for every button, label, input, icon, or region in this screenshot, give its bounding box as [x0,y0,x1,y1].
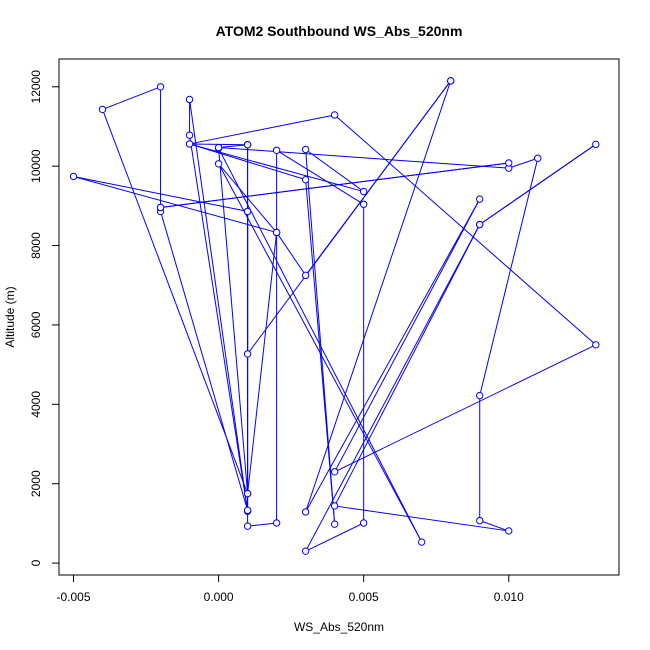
data-point [534,154,542,162]
x-axis: -0.005 0.000 0.005 0.010 [56,574,524,604]
series-line-segment [218,144,248,149]
series-line-segment [276,232,307,276]
data-point [272,228,281,237]
series-line-segment [73,176,277,233]
data-point [69,172,78,181]
series-line-segment [305,224,481,552]
data-point [476,391,484,400]
y-axis-label: Altitude (m) [3,286,17,347]
series-line-segment [305,522,364,552]
series-line-segment [479,158,539,396]
data-point [330,520,339,528]
series-line-segment [189,114,335,145]
series-line-segment [479,143,597,225]
data-point [505,527,513,535]
data-point [592,341,600,349]
data-point [185,140,194,148]
data-point [243,506,252,515]
series-line-segment [334,344,597,473]
data-point [359,187,368,196]
chart-title: ATOM2 Southbound WS_Abs_520nm [216,23,463,39]
series-line-segment [189,135,249,512]
data-point [359,519,368,527]
series-line-segment [276,149,364,205]
series-line-segment [189,99,249,512]
y-tick-label: 12000 [29,70,43,104]
data-point [243,141,252,149]
series-line-segment [305,179,336,525]
x-tick-label: 0.005 [349,590,379,604]
series-line-segment [479,520,509,532]
data-point [301,547,310,555]
data-point [447,77,455,85]
data-point [185,131,194,139]
y-tick-label: 0 [29,559,43,566]
series-line-segment [102,86,161,110]
series-line-segment [247,232,278,494]
series-line-segment [508,157,538,169]
x-tick-label: 0.010 [494,590,524,604]
data-point [185,95,194,104]
data-point [214,143,223,152]
series-line-segment [160,162,509,208]
y-tick-label: 4000 [29,391,43,418]
data-point [243,350,252,358]
y-tick-label: 2000 [29,470,43,497]
y-tick-label: 8000 [29,232,43,259]
series-line-segment [218,148,249,494]
data-point [359,200,368,208]
series-line-segment [334,505,509,532]
series-line-segment [334,114,597,346]
series-line-segment [218,147,509,169]
data-point [243,489,252,498]
data-point [505,159,513,167]
x-axis-label: WS_Abs_520nm [294,620,384,634]
data-point [272,519,281,527]
data-point [330,468,339,476]
data-point [272,146,281,154]
y-tick-label: 6000 [29,311,43,338]
data-point [214,160,223,168]
y-tick-label: 10000 [29,149,43,183]
series-line-segment [102,109,249,494]
data-point [98,105,107,114]
data-point [476,195,484,203]
series-line-segment [334,198,481,473]
series-line-segment [305,80,452,513]
data-point [301,508,310,516]
series-line-segment [305,149,364,192]
data-point [476,516,484,525]
data-point [301,145,310,154]
data-point [156,203,165,212]
series-points [69,77,600,555]
data-point [301,175,310,184]
series-line-segment [160,211,249,511]
data-point [156,83,165,91]
data-point [476,220,484,229]
x-tick-label: 0.000 [204,590,234,604]
series-line-segment [334,224,481,507]
series-line-segment [305,198,481,513]
series-lines [73,80,597,552]
data-point [243,522,252,530]
series-line-segment [218,148,423,543]
data-point [330,111,339,119]
x-tick-label: -0.005 [56,590,90,604]
data-point [417,538,426,546]
series-line-segment [73,175,248,212]
data-point [243,207,252,216]
data-point [592,140,600,149]
data-point [301,271,310,280]
y-axis: 0 2000 4000 6000 8000 10000 12000 [29,70,60,566]
series-line-segment [247,522,277,527]
series-line-segment [305,80,452,276]
data-point [330,502,339,510]
